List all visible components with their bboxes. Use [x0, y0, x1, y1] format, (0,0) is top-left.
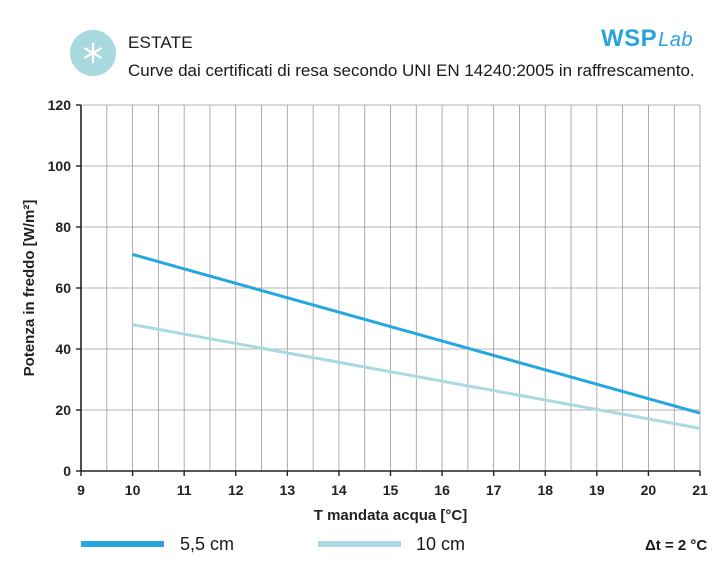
snowflake-icon: [70, 30, 116, 76]
x-tick-label: 12: [228, 482, 244, 498]
x-tick-label: 15: [383, 482, 399, 498]
x-tick-label: 19: [589, 482, 605, 498]
series-line-1: [132, 253, 701, 415]
x-tick-label: 14: [331, 482, 347, 498]
x-tick-label: 9: [77, 482, 85, 498]
x-axis-title: T mandata acqua [°C]: [314, 507, 468, 524]
legend-swatch-series-1: [81, 541, 164, 547]
x-tick-label: 20: [641, 482, 657, 498]
y-tick-label: 40: [55, 341, 71, 357]
x-tick-label: 17: [486, 482, 502, 498]
y-axis-title: Potenza in freddo [W/m²]: [21, 200, 38, 377]
x-tick-label: 10: [125, 482, 141, 498]
x-tick-label: 21: [692, 482, 708, 498]
y-tick-label: 20: [55, 402, 71, 418]
y-tick-label: 80: [55, 219, 71, 235]
legend-swatch-series-2: [318, 541, 401, 547]
x-tick-label: 13: [280, 482, 296, 498]
delta-t-annotation: Δt = 2 °C: [645, 537, 708, 554]
x-tick-label: 16: [434, 482, 450, 498]
x-tick-label: 11: [177, 482, 192, 498]
y-tick-label: 120: [48, 97, 72, 113]
legend-label-series-2: 10 cm: [416, 534, 466, 554]
page-subtitle: Curve dai certificati di resa secondo UN…: [128, 61, 695, 80]
page-title: ESTATE: [128, 33, 193, 52]
brand-logo-main: WSP: [601, 25, 658, 52]
brand-logo: WSPLab: [601, 25, 693, 53]
x-tick-label: 18: [537, 482, 553, 498]
y-tick-label: 100: [48, 158, 72, 174]
series-line-2: [132, 323, 701, 430]
legend-label-series-1: 5,5 cm: [180, 534, 235, 554]
season-badge: [70, 30, 116, 76]
brand-logo-suffix: Lab: [658, 29, 694, 51]
y-tick-label: 60: [55, 280, 71, 296]
y-tick-label: 0: [63, 463, 71, 479]
